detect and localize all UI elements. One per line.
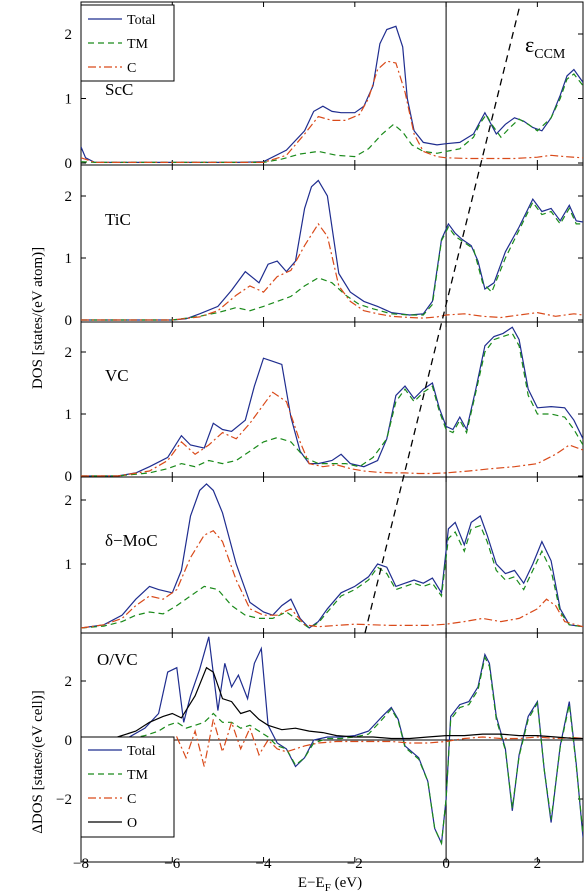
panel-frame	[80, 164, 584, 323]
series-c-line	[81, 719, 583, 767]
series-total-line	[81, 326, 583, 477]
x-tick-label: 2	[534, 856, 542, 872]
y-tick-label: −2	[56, 792, 72, 808]
ccm-label: εCCM	[525, 32, 566, 62]
series-tm-line	[81, 73, 583, 163]
legend-bottom: Total TM CO	[80, 736, 175, 838]
x-tick-labels: −8 −6 −4 −2 0 2	[73, 856, 541, 872]
ccm-subscript: CCM	[534, 47, 566, 62]
y-tick-label: 0	[65, 469, 73, 485]
panel-ovc: −2 0 2 O/VC	[56, 632, 584, 863]
panel-frame	[80, 476, 584, 634]
series-c-line	[81, 222, 583, 321]
ccm-dashed-line	[364, 4, 521, 634]
y-tick-label: 1	[65, 92, 73, 108]
y-axis-title-bottom: ΔDOS [states/(eV cell)]	[30, 690, 46, 834]
panel-label: VC	[105, 366, 129, 385]
x-tick-label: −6	[164, 856, 180, 872]
series-c-line	[81, 391, 583, 477]
y-tick-label: 2	[65, 27, 73, 43]
y-tick-label: 0	[65, 733, 73, 749]
x-tick-label: −4	[256, 856, 272, 872]
legend-label-tm: TM	[127, 37, 149, 52]
series-tm-line	[81, 201, 583, 321]
ccm-epsilon: ε	[525, 32, 534, 57]
legend-label-tm: TM	[127, 768, 149, 783]
series-tm-line	[81, 332, 583, 477]
y-tick-label: 2	[65, 345, 73, 361]
y-tick-label: 2	[65, 493, 73, 509]
y-tick-label: 1	[65, 251, 73, 267]
y-tick-label: 1	[65, 407, 73, 423]
x-tick-label: 0	[442, 856, 450, 872]
series-c-line	[81, 529, 583, 629]
panel-frame	[80, 321, 584, 478]
legend-top-box	[80, 4, 175, 82]
legend-label-c: C	[127, 792, 136, 807]
legend-top: Total TM C	[80, 4, 175, 82]
panels-group: 0 1 2 ScC 0 1 2 TiC 0 1 2 VC 1 2 δ−MoC −2 0 2 O/VC	[56, 1, 584, 863]
panel-label: δ−MoC	[105, 531, 158, 550]
series-o-line	[81, 666, 583, 741]
y-tick-label: 2	[65, 189, 73, 205]
legend-bottom-box	[80, 736, 175, 838]
legend-label-c: C	[127, 61, 136, 76]
legend-label-total: Total	[127, 13, 156, 28]
panel-moc: 1 2 δ−MoC	[65, 476, 584, 634]
panel-label: TiC	[105, 210, 131, 229]
x-axis-title-main: E−E	[298, 875, 325, 891]
y-axis-title-top: DOS [states/(eV atom)]	[30, 247, 46, 389]
legend-label-o: O	[127, 816, 137, 831]
series-total-line	[81, 483, 583, 629]
x-axis-title-unit: (eV)	[331, 875, 362, 891]
series-tm-line	[81, 655, 583, 846]
panel-label: O/VC	[97, 650, 138, 669]
panel-label: ScC	[105, 80, 133, 99]
x-tick-label: −8	[73, 856, 89, 872]
y-tick-label: 0	[65, 156, 73, 172]
legend-label-total: Total	[127, 744, 156, 759]
x-tick-label: −2	[347, 856, 363, 872]
series-total-line	[81, 179, 583, 321]
series-c-line	[81, 60, 583, 163]
x-axis-title-sub: F	[325, 882, 331, 893]
y-tick-label: 1	[65, 557, 73, 573]
y-tick-label: 0	[65, 313, 73, 329]
x-axis-title: E−EF (eV)	[298, 875, 362, 893]
series-tm-line	[81, 524, 583, 629]
y-tick-label: 2	[65, 674, 73, 690]
series-total-line	[81, 25, 583, 163]
panel-tic: 0 1 2 TiC	[65, 164, 584, 329]
panel-vc: 0 1 2 VC	[65, 321, 584, 485]
